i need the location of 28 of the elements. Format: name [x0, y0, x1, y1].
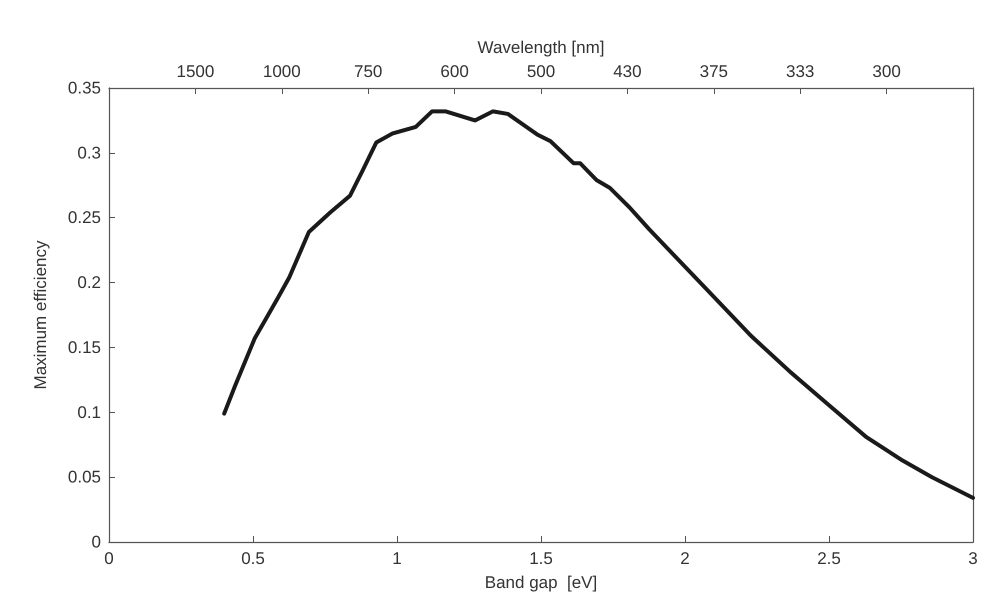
text: 333: [786, 62, 814, 81]
text: 300: [872, 62, 901, 81]
x-tick-label: 2.5: [817, 549, 841, 568]
y-tick-label: 0.35: [68, 78, 101, 98]
text: 375: [700, 62, 728, 81]
y-axis-title: Maximum efficiency: [31, 240, 50, 390]
x-axis-title: Band gap [eV]: [484, 573, 598, 592]
x-tick-label: 0: [104, 549, 114, 568]
y-tick-label: 0: [92, 532, 101, 552]
x2-axis-title: Wavelength [nm]: [478, 38, 604, 57]
x-tick-label: 1.5: [529, 549, 553, 568]
text: 600: [440, 62, 469, 81]
text: 1500: [176, 62, 214, 81]
y-tick-label: 0.2: [77, 273, 101, 292]
y-tick-label: 0.1: [77, 402, 101, 422]
text: 430: [613, 62, 642, 81]
y-tick-label: 0.25: [68, 208, 101, 228]
x-tick-label: 1: [392, 549, 402, 568]
y-tick-label: 0.15: [68, 338, 101, 357]
x-tick-label: 2: [680, 549, 690, 568]
y-tick-label: 0.3: [77, 143, 101, 162]
text: 1000: [262, 62, 301, 81]
y-tick-label: 0.05: [68, 468, 101, 487]
text: 500: [526, 62, 556, 81]
x-tick-label: 3: [968, 549, 978, 568]
text: 750: [354, 62, 382, 81]
x-tick-label: 0.5: [241, 549, 265, 568]
line-series: [222, 109, 975, 500]
